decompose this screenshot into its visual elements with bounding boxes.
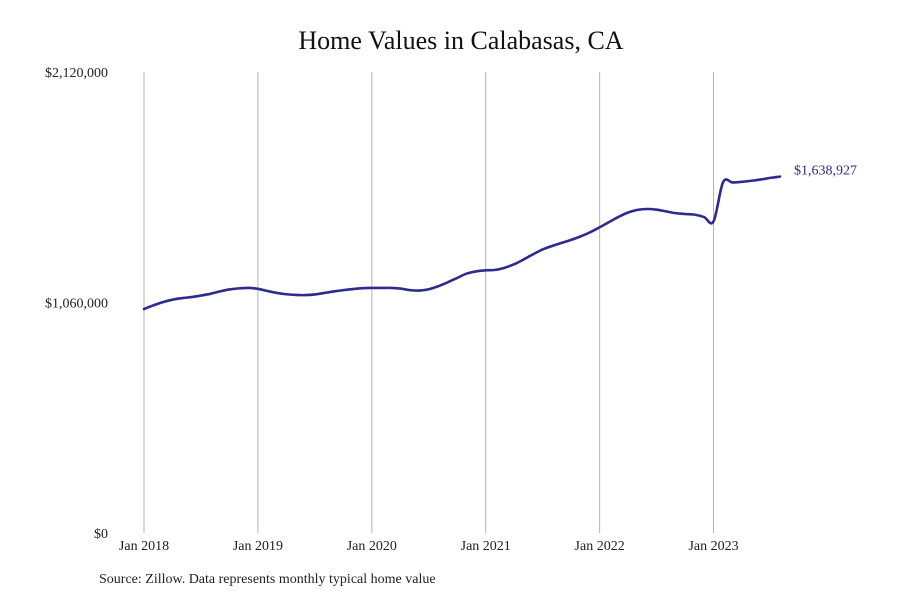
x-tick-label: Jan 2022 (575, 539, 625, 554)
x-axis-ticks: Jan 2018 Jan 2019 Jan 2020 Jan 2021 Jan 2022… (119, 539, 739, 554)
series-line (142, 175, 782, 311)
y-tick-label: $2,120,000 (45, 66, 108, 81)
gridlines (143, 72, 715, 533)
end-label-layer: $1,638,927 (794, 164, 857, 179)
y-tick-label: $1,060,000 (45, 297, 108, 312)
end-value-label: $1,638,927 (794, 164, 857, 179)
x-tick-label: Jan 2021 (461, 539, 511, 554)
source-note: Source: Zillow. Data represents monthly … (99, 572, 436, 587)
x-tick-label: Jan 2023 (688, 539, 738, 554)
y-tick-label: $0 (94, 527, 108, 542)
series-layer (142, 175, 782, 311)
y-axis-ticks: $0 $1,060,000 $2,120,000 (45, 66, 108, 542)
x-tick-label: Jan 2020 (347, 539, 397, 554)
x-tick-label: Jan 2018 (119, 539, 169, 554)
x-tick-label: Jan 2019 (233, 539, 283, 554)
chart-title: Home Values in Calabasas, CA (298, 26, 624, 55)
